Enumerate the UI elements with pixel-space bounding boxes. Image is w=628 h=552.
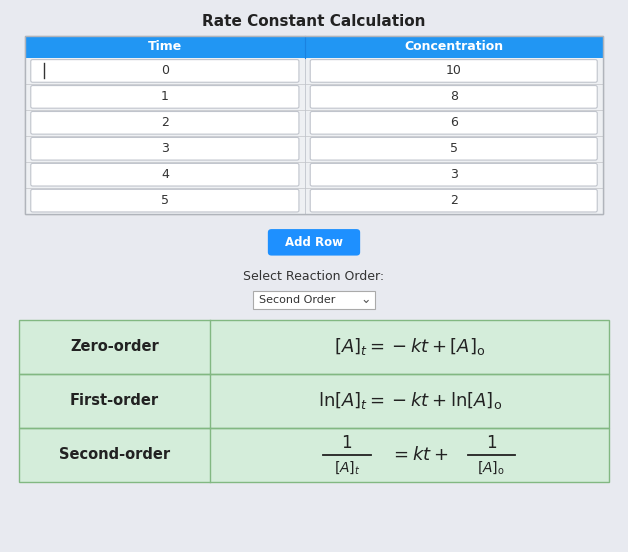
Text: 3: 3 [161, 142, 169, 155]
FancyBboxPatch shape [268, 229, 360, 256]
FancyBboxPatch shape [19, 320, 609, 374]
Text: $1$: $1$ [342, 434, 352, 452]
Text: Add Row: Add Row [285, 236, 343, 249]
Text: Zero-order: Zero-order [70, 339, 159, 354]
FancyBboxPatch shape [310, 86, 597, 108]
Text: ⌄: ⌄ [360, 293, 371, 306]
Text: 2: 2 [161, 116, 169, 129]
FancyBboxPatch shape [25, 110, 603, 136]
Text: 2: 2 [450, 194, 458, 207]
FancyBboxPatch shape [310, 189, 597, 212]
FancyBboxPatch shape [31, 60, 299, 82]
Text: Rate Constant Calculation: Rate Constant Calculation [202, 14, 426, 29]
Text: $[A]_t = -kt + [A]_{\mathrm{o}}$: $[A]_t = -kt + [A]_{\mathrm{o}}$ [334, 336, 485, 357]
Text: First-order: First-order [70, 393, 159, 408]
FancyBboxPatch shape [310, 163, 597, 186]
Text: $\mathrm{ln}[A]_t = -kt + \mathrm{ln}[A]_{\mathrm{o}}$: $\mathrm{ln}[A]_t = -kt + \mathrm{ln}[A]… [318, 390, 502, 411]
Text: $= kt +$: $= kt +$ [390, 446, 448, 464]
FancyBboxPatch shape [31, 163, 299, 186]
FancyBboxPatch shape [31, 112, 299, 134]
Text: $1$: $1$ [486, 434, 497, 452]
Text: $[A]_{\mathrm{o}}$: $[A]_{\mathrm{o}}$ [477, 460, 506, 476]
Text: 5: 5 [161, 194, 169, 207]
FancyBboxPatch shape [310, 60, 597, 82]
Text: Second-order: Second-order [59, 447, 170, 463]
Text: $[A]_t$: $[A]_t$ [333, 460, 360, 476]
Text: 6: 6 [450, 116, 458, 129]
FancyBboxPatch shape [25, 58, 603, 84]
FancyBboxPatch shape [25, 36, 305, 58]
Text: 0: 0 [161, 65, 169, 77]
Text: 3: 3 [450, 168, 458, 181]
FancyBboxPatch shape [25, 188, 603, 214]
FancyBboxPatch shape [25, 36, 603, 214]
Text: Second Order: Second Order [259, 295, 335, 305]
FancyBboxPatch shape [25, 84, 603, 110]
FancyBboxPatch shape [19, 428, 609, 482]
FancyBboxPatch shape [305, 36, 603, 58]
Text: 5: 5 [450, 142, 458, 155]
Text: 1: 1 [161, 91, 169, 103]
FancyBboxPatch shape [31, 86, 299, 108]
FancyBboxPatch shape [25, 162, 603, 188]
FancyBboxPatch shape [310, 112, 597, 134]
FancyBboxPatch shape [31, 137, 299, 160]
Text: 8: 8 [450, 91, 458, 103]
Text: 10: 10 [446, 65, 462, 77]
Text: Select Reaction Order:: Select Reaction Order: [244, 270, 384, 283]
FancyBboxPatch shape [25, 136, 603, 162]
Text: 4: 4 [161, 168, 169, 181]
FancyBboxPatch shape [252, 291, 375, 309]
Text: Concentration: Concentration [404, 40, 503, 54]
FancyBboxPatch shape [31, 189, 299, 212]
Text: Time: Time [148, 40, 182, 54]
FancyBboxPatch shape [19, 374, 609, 428]
FancyBboxPatch shape [310, 137, 597, 160]
